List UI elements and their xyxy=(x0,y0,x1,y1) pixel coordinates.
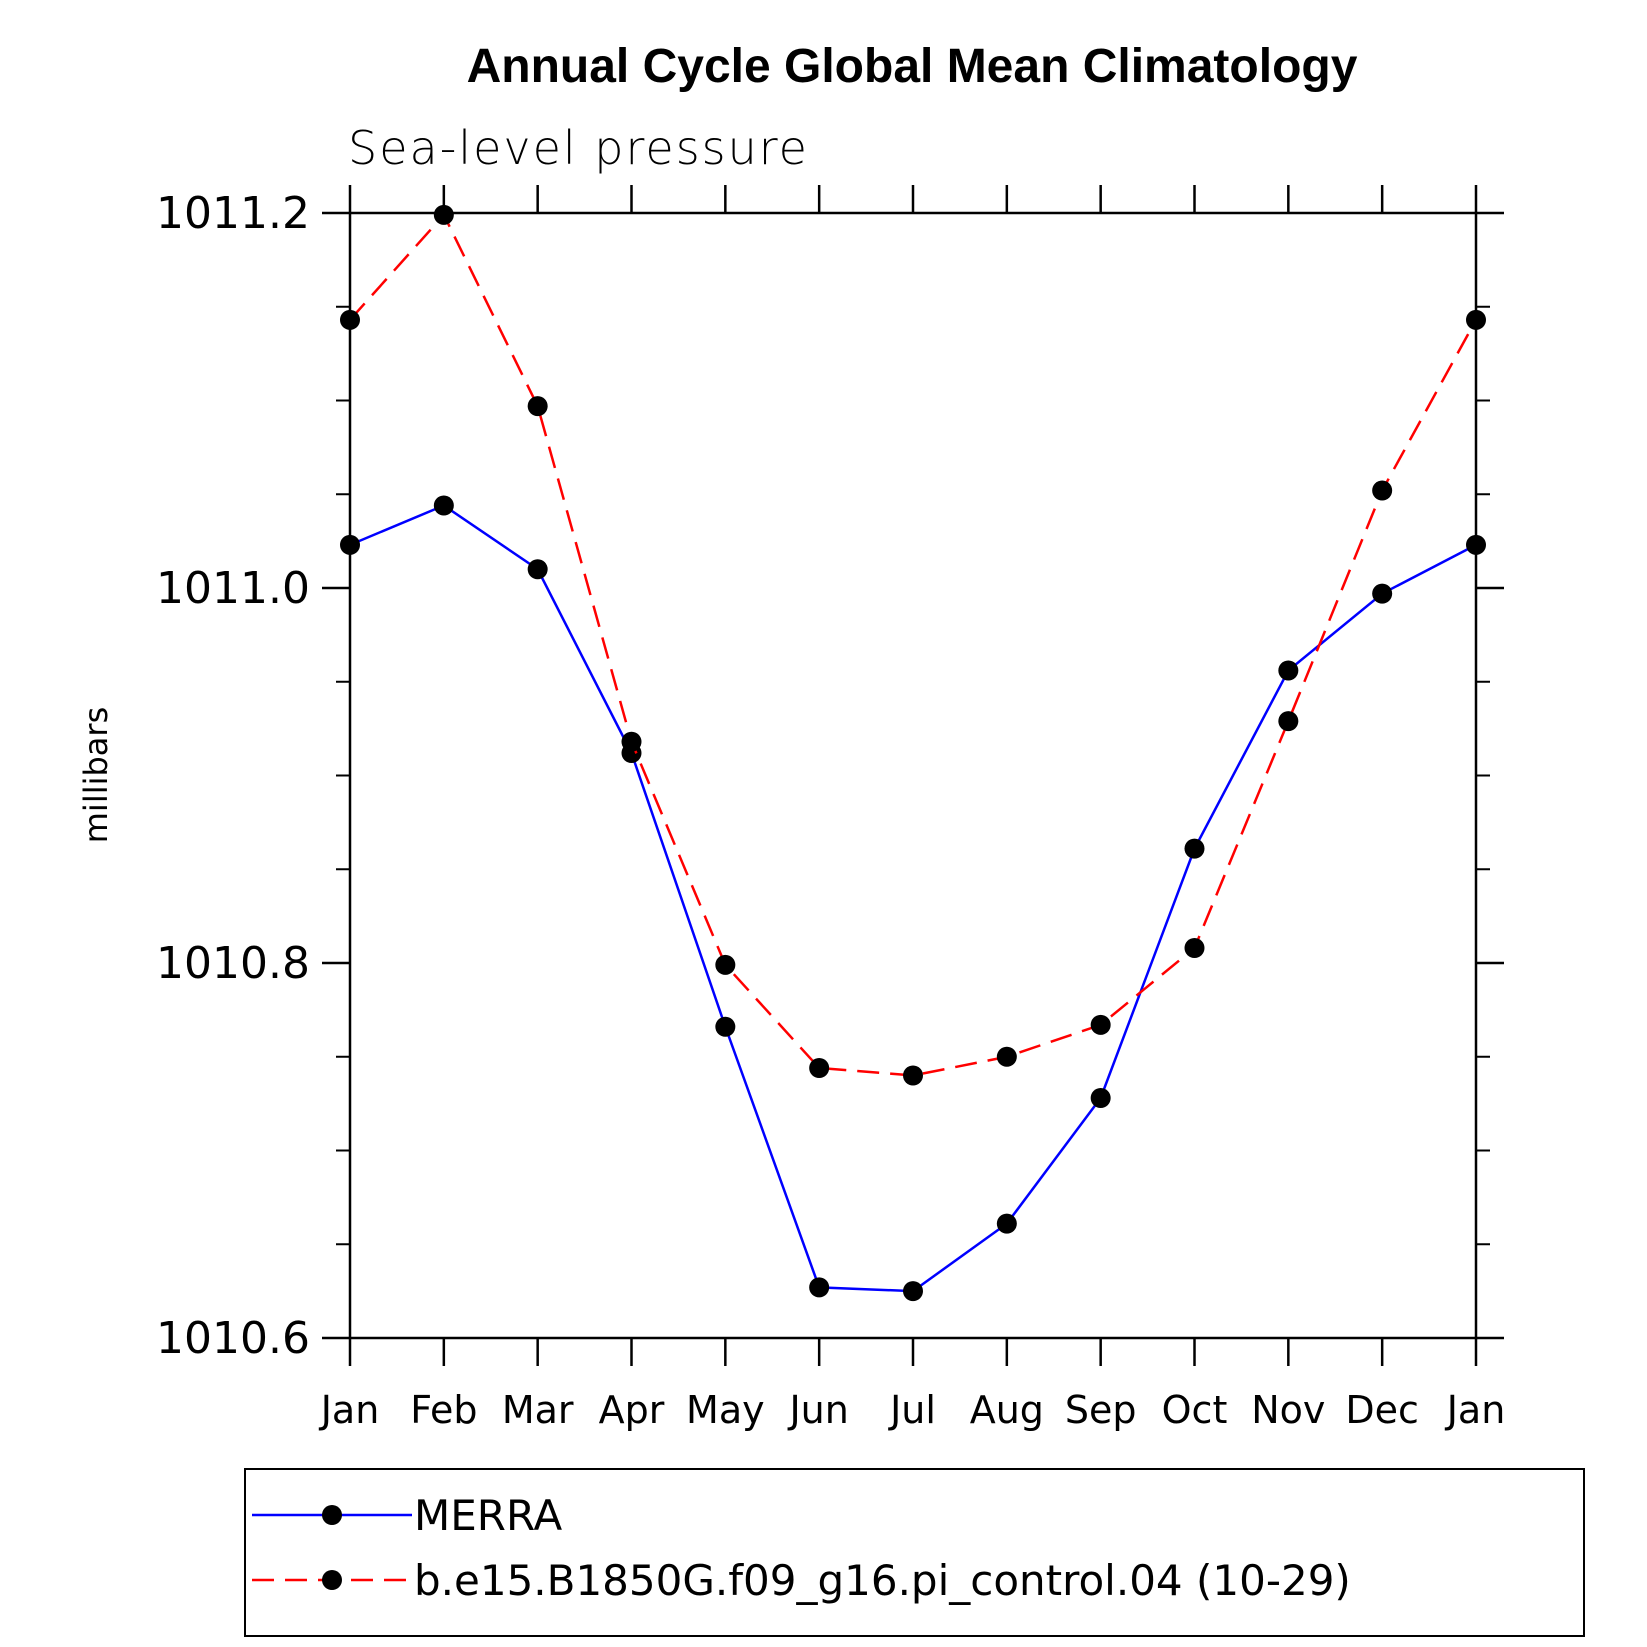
data-point xyxy=(903,1281,923,1302)
x-tick-label: Jan xyxy=(319,1388,380,1432)
data-point xyxy=(433,495,454,516)
data-point xyxy=(1090,1088,1111,1108)
data-point xyxy=(1466,534,1486,555)
data-point xyxy=(1184,938,1205,958)
y-tick-label: 1011.0 xyxy=(156,563,310,614)
chart-title: Annual Cycle Global Mean Climatology xyxy=(467,40,1358,93)
data-point xyxy=(433,204,454,225)
x-tick-label: Jan xyxy=(1445,1388,1506,1432)
x-tick-label: Oct xyxy=(1162,1388,1228,1432)
data-point xyxy=(1090,1014,1111,1035)
axes: Jan Feb Mar Apr May Jun Jul Aug Sep Oct Nov Dec Jan1… xyxy=(156,185,1505,1432)
data-point xyxy=(527,559,548,580)
series-2 xyxy=(340,204,1486,1086)
data-point xyxy=(1278,711,1299,732)
y-tick-label: 1010.6 xyxy=(156,1313,310,1364)
legend-box xyxy=(244,1468,1585,1637)
legend-entry: b.e15.B1850G.f09_g16.pi_control.04 (10-2… xyxy=(252,1556,1351,1605)
x-tick-label: Sep xyxy=(1065,1388,1137,1432)
data-point xyxy=(1466,309,1486,330)
legend-label: MERRA xyxy=(414,1491,562,1540)
data-point xyxy=(809,1058,830,1078)
data-point xyxy=(340,534,360,555)
x-tick-label: Apr xyxy=(599,1388,665,1432)
y-tick-label: 1011.2 xyxy=(156,188,310,239)
legend: MERRA b.e15.B1850G.f09_g16.pi_control.04 … xyxy=(244,1468,1585,1637)
y-tick-label: 1010.8 xyxy=(156,938,310,989)
data-point xyxy=(903,1065,923,1086)
series-1 xyxy=(340,495,1486,1302)
legend-label: b.e15.B1850G.f09_g16.pi_control.04 (10-2… xyxy=(414,1556,1351,1605)
data-point xyxy=(1278,660,1299,681)
y-axis-label: millibars xyxy=(77,707,115,843)
legend-marker xyxy=(322,1505,342,1525)
x-tick-label: Jun xyxy=(787,1388,848,1432)
series-line xyxy=(349,504,1477,1293)
data-point xyxy=(621,731,642,752)
chart-subtitle: Sea-level pressure xyxy=(348,121,809,175)
data-point xyxy=(1372,480,1393,501)
data-point xyxy=(527,396,548,417)
data-point xyxy=(340,309,360,330)
legend-entry: MERRA xyxy=(252,1491,562,1540)
data-point xyxy=(1372,583,1393,604)
data-point xyxy=(809,1277,830,1298)
x-tick-label: Nov xyxy=(1251,1388,1325,1432)
legend-entries: MERRA b.e15.B1850G.f09_g16.pi_control.04 … xyxy=(252,1491,1351,1605)
x-tick-label: Jul xyxy=(888,1388,936,1432)
legend-marker xyxy=(322,1570,342,1590)
plot-frame xyxy=(348,211,1478,1340)
series-line xyxy=(349,212,1478,1077)
data-point xyxy=(996,1213,1017,1234)
data-point xyxy=(1184,838,1205,859)
x-tick-label: Feb xyxy=(410,1388,477,1432)
data-point xyxy=(715,954,736,975)
x-tick-label: Dec xyxy=(1345,1388,1419,1432)
data-point xyxy=(996,1046,1017,1067)
data-point xyxy=(715,1016,736,1037)
series-layer xyxy=(340,204,1486,1302)
x-tick-label: Aug xyxy=(970,1388,1044,1432)
x-tick-label: May xyxy=(686,1388,765,1432)
x-tick-label: Mar xyxy=(502,1388,574,1432)
